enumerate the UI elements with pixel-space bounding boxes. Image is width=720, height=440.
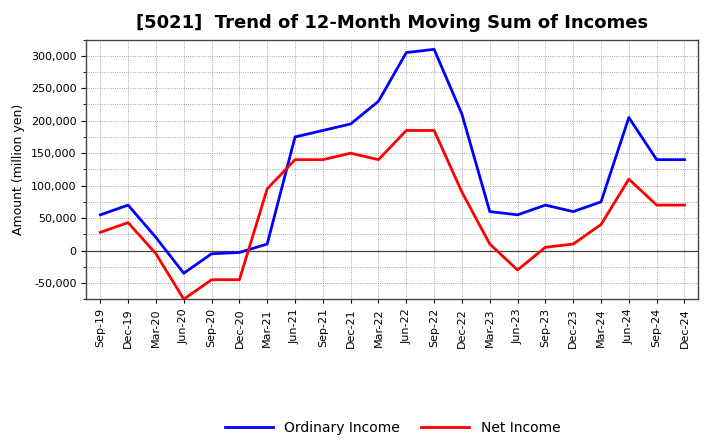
Ordinary Income [402,50,410,55]
Ordinary Income [318,128,327,133]
Ordinary Income [485,209,494,214]
Net Income [291,157,300,162]
Ordinary Income [96,212,104,217]
Ordinary Income [513,212,522,217]
Net Income [346,150,355,156]
Ordinary Income [291,134,300,139]
Ordinary Income [374,99,383,104]
Net Income [430,128,438,133]
Line: Ordinary Income: Ordinary Income [100,49,685,273]
Y-axis label: Amount (million yen): Amount (million yen) [12,104,25,235]
Ordinary Income [652,157,661,162]
Net Income [152,251,161,257]
Ordinary Income [569,209,577,214]
Title: [5021]  Trend of 12-Month Moving Sum of Incomes: [5021] Trend of 12-Month Moving Sum of I… [136,15,649,33]
Ordinary Income [458,112,467,117]
Net Income [207,277,216,282]
Net Income [318,157,327,162]
Net Income [624,176,633,182]
Ordinary Income [624,115,633,120]
Net Income [541,245,550,250]
Net Income [402,128,410,133]
Net Income [374,157,383,162]
Ordinary Income [430,47,438,52]
Ordinary Income [597,199,606,205]
Ordinary Income [541,202,550,208]
Net Income [569,242,577,247]
Net Income [124,220,132,225]
Net Income [458,190,467,195]
Net Income [96,230,104,235]
Line: Net Income: Net Income [100,130,685,299]
Net Income [179,297,188,302]
Legend: Ordinary Income, Net Income: Ordinary Income, Net Income [219,415,566,440]
Ordinary Income [124,202,132,208]
Net Income [680,202,689,208]
Ordinary Income [207,251,216,257]
Net Income [513,268,522,273]
Net Income [263,186,271,191]
Ordinary Income [179,271,188,276]
Ordinary Income [346,121,355,127]
Net Income [652,202,661,208]
Ordinary Income [680,157,689,162]
Net Income [235,277,243,282]
Ordinary Income [152,235,161,240]
Net Income [485,242,494,247]
Ordinary Income [235,250,243,255]
Net Income [597,222,606,227]
Ordinary Income [263,242,271,247]
